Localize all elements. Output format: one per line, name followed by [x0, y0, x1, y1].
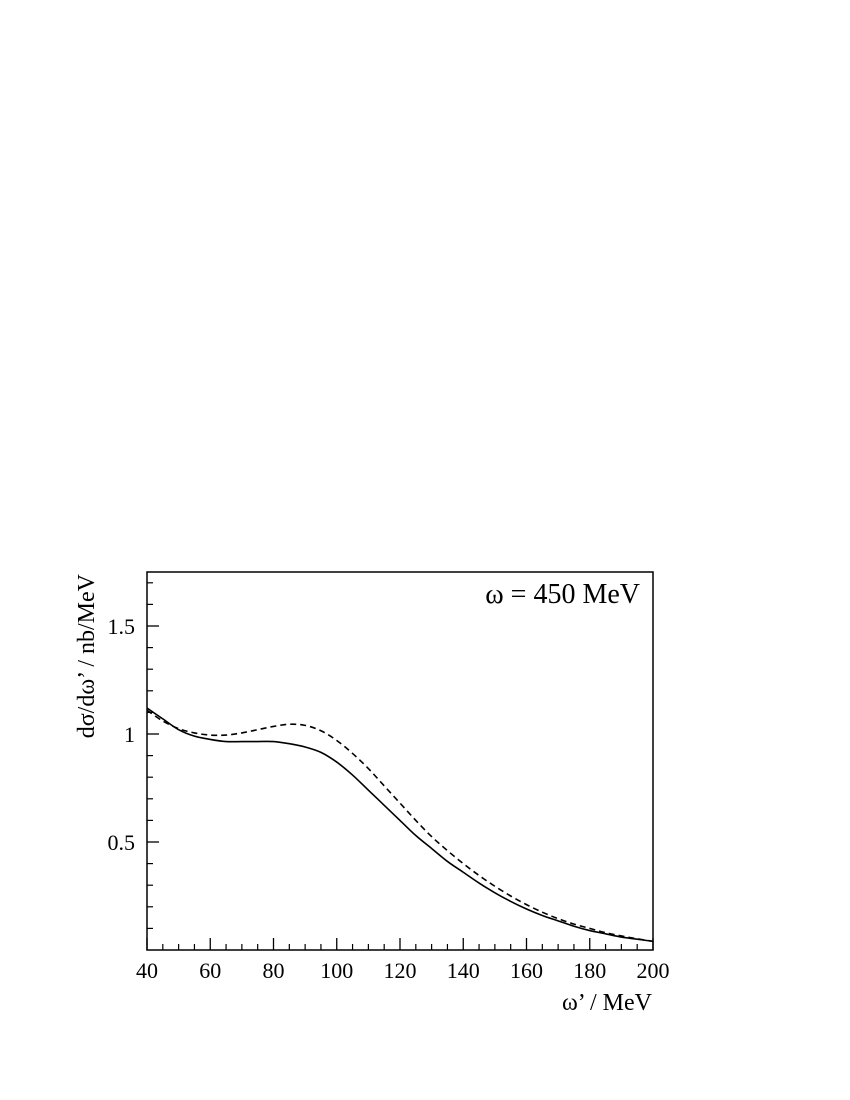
minor-ticks [147, 582, 638, 950]
x-tick-label: 160 [510, 958, 543, 983]
x-tick-label: 100 [320, 958, 353, 983]
series-lines [146, 707, 654, 943]
y-tick-label: 1 [124, 722, 135, 747]
plot-frame [146, 571, 654, 951]
annotation-label: ω = 450 MeV [485, 579, 640, 610]
x-tick-labels: 40 60 80 100 120 140 160 180 200 [136, 958, 670, 983]
x-tick-label: 200 [637, 958, 670, 983]
x-tick-label: 180 [573, 958, 606, 983]
y-tick-label: 0.5 [108, 830, 136, 855]
x-tick-label: 140 [447, 958, 480, 983]
x-tick-label: 40 [136, 958, 158, 983]
dashed-series-line [146, 709, 654, 943]
y-tick-labels: 0.5 1 1.5 [108, 614, 136, 855]
x-axis-label: ω’ / MeV [562, 990, 653, 1016]
major-ticks [146, 625, 654, 950]
solid-series-line [146, 707, 654, 943]
x-tick-label: 60 [199, 958, 221, 983]
y-tick-label: 1.5 [108, 614, 136, 639]
y-axis-label: dσ/dω’ / nb/MeV [74, 573, 100, 738]
x-tick-label: 120 [384, 958, 417, 983]
x-tick-label: 80 [263, 958, 285, 983]
